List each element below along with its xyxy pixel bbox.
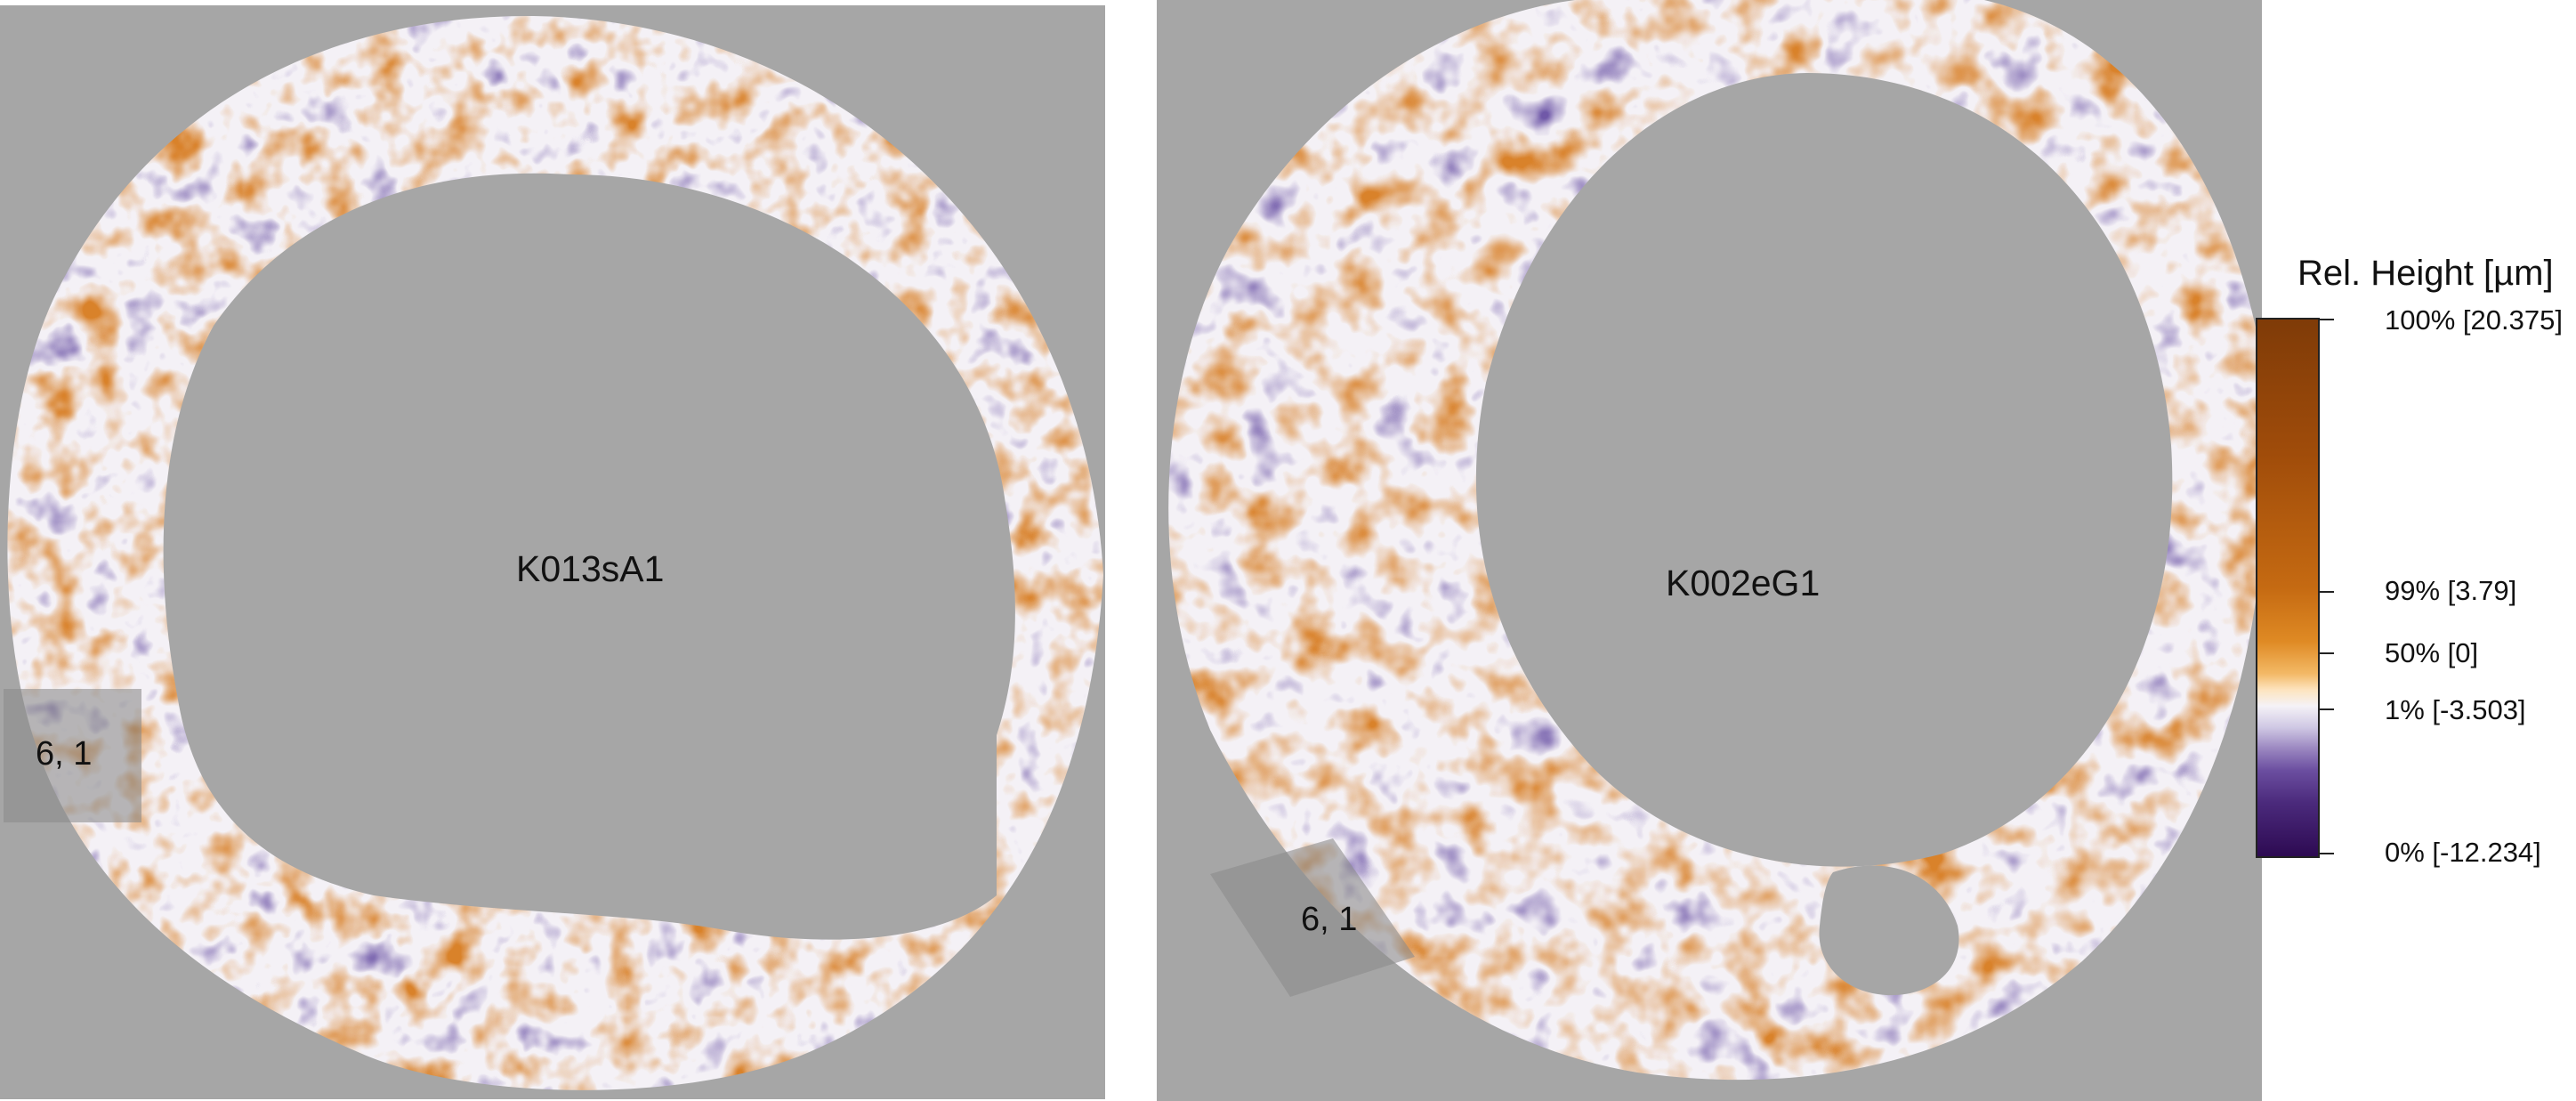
legend-label-min: 0% [-12.234] [2385, 837, 2541, 868]
legend-label-99: 99% [3.79] [2385, 575, 2517, 606]
sample-label-right: K002eG1 [1666, 563, 1821, 603]
legend-label-max: 100% [20.375] [2385, 304, 2563, 336]
sample-label-left: K013sA1 [516, 548, 665, 589]
cell-label-right: 6, 1 [1301, 901, 1358, 938]
legend-tick [2318, 319, 2334, 320]
legend-title: Rel. Height [µm] [2297, 254, 2554, 293]
cell-label-left: 6, 1 [36, 735, 93, 773]
legend-tick [2318, 853, 2334, 854]
ring-surface-left [0, 5, 1105, 1099]
legend-tick [2318, 652, 2334, 654]
legend-label-50: 50% [0] [2385, 637, 2479, 668]
legend-label-1: 1% [-3.503] [2385, 694, 2526, 725]
height-map-right: K002eG1 6, 1 [1157, 0, 2262, 1101]
cell-marker-left [4, 689, 141, 822]
legend-tick [2318, 708, 2334, 710]
legend-colorbar [2256, 318, 2320, 858]
ring-surface-right [1157, 0, 2262, 1101]
height-map-left: K013sA1 6, 1 [0, 5, 1105, 1099]
legend-tick [2318, 591, 2334, 593]
cell-marker-right [1210, 838, 1415, 997]
